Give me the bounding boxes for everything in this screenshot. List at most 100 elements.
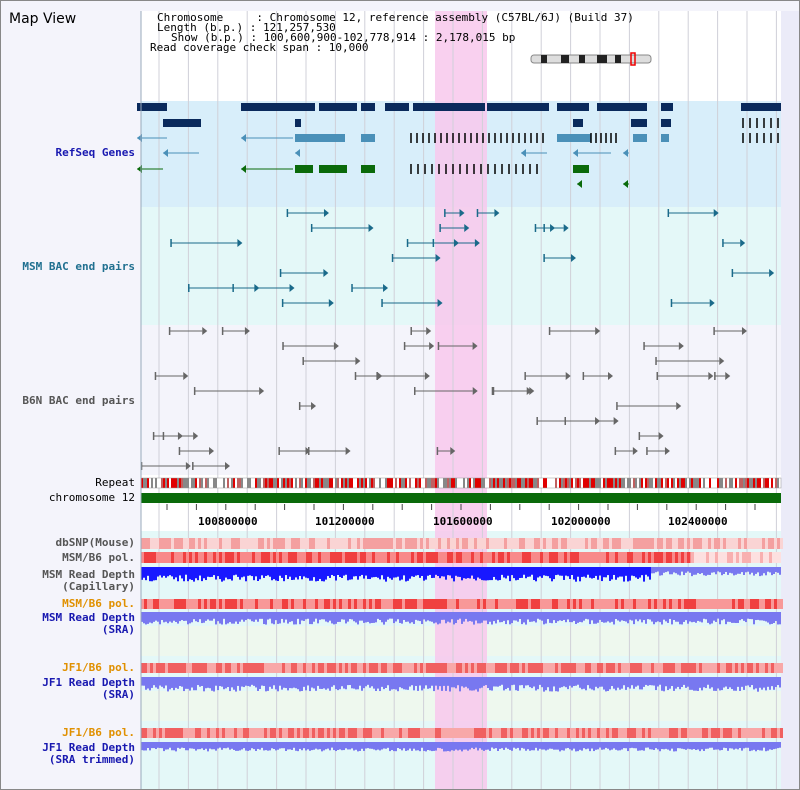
heat-cell [597,599,600,609]
depth-bar [311,742,313,751]
gene-exon [741,103,781,111]
depth-bar [509,742,511,750]
track-label-msm-depth-cap[interactable]: MSM Read Depth [42,568,135,581]
depth-bar [325,677,327,690]
repeat-mark [477,478,479,488]
heat-cell [723,663,726,673]
heat-cell [309,728,312,738]
track-label-jf1-pol-2[interactable]: JF1/B6 pol. [62,726,135,739]
repeat-mark [157,478,159,488]
heat-cell [273,728,276,738]
depth-bar [611,612,613,622]
heat-cell [264,538,267,549]
track-label-chromosome[interactable]: chromosome 12 [48,491,135,504]
depth-bar [255,612,257,620]
track-label-msm-depth-sra[interactable]: MSM Read Depth [42,611,135,624]
heat-cell [240,552,243,563]
heat-cell [639,552,642,563]
depth-bar [407,677,409,690]
track-label-msm-bac[interactable]: MSM BAC end pairs [22,260,135,273]
heat-cell [741,728,744,738]
heat-cell [327,599,330,609]
repeat-mark [399,478,401,488]
heat-cell [654,552,657,563]
depth-bar [257,677,259,691]
depth-bar [593,612,595,624]
gene-exon [361,165,375,173]
heat-cell [399,552,402,563]
heat-cell [300,552,303,563]
heat-cell [759,728,762,738]
repeat-mark [199,478,201,488]
heat-cell [354,599,357,609]
track-label-b6n-bac[interactable]: B6N BAC end pairs [22,394,135,407]
repeat-mark [665,478,667,488]
depth-bar [219,567,221,580]
depth-bar [369,677,371,688]
depth-bar [487,567,489,581]
depth-bar [167,567,169,577]
track-label-jf1-pol-1[interactable]: JF1/B6 pol. [62,661,135,674]
depth-bar [273,677,275,686]
depth-bar [267,742,269,751]
depth-bar [423,677,425,689]
depth-bar [591,567,593,579]
heat-cell [186,599,189,609]
heat-cell [462,552,465,563]
depth-bar [347,612,349,622]
depth-bar [141,677,143,686]
heat-cell [219,728,222,738]
heat-cell [429,552,432,563]
depth-bar [623,567,625,582]
depth-bar [249,742,251,751]
heat-cell [585,663,588,673]
heat-cell [366,599,369,609]
depth-bar [521,742,523,748]
depth-bar [689,612,691,622]
repeat-mark [165,478,167,488]
heat-cell [471,599,474,609]
track-label-jf1-depth-trim[interactable]: JF1 Read Depth [42,741,135,754]
repeat-mark [641,478,643,488]
depth-bar [175,567,177,578]
heat-cell [585,552,588,563]
depth-bar [235,742,237,751]
heat-cell [384,552,387,563]
heat-cell [234,552,237,563]
depth-bar [639,567,641,578]
heat-cell [168,538,171,549]
heat-cell [216,599,219,609]
heat-cell [231,552,234,563]
depth-bar [281,677,283,690]
repeat-mark [687,478,689,488]
heat-cell [672,663,675,673]
depth-bar [489,677,491,691]
depth-bar [367,567,369,579]
heat-cell [153,599,156,609]
track-label-jf1-depth-sra[interactable]: JF1 Read Depth [42,676,135,689]
depth-bar [197,677,199,686]
depth-bar [213,742,215,750]
bac-end-arrow [224,462,230,470]
heat-cell [198,599,201,609]
heat-cell [471,663,474,673]
depth-bar [527,567,529,577]
repeat-mark [681,478,683,488]
track-label-repeat[interactable]: Repeat [95,476,135,489]
track-label-dbsnp[interactable]: dbSNP(Mouse) [55,536,135,549]
heat-cell [606,728,609,738]
depth-bar [491,742,493,748]
depth-bar [297,612,299,619]
heat-cell [363,552,366,563]
heat-cell [624,599,627,609]
heat-cell [141,538,144,549]
heat-cell [435,599,438,609]
depth-bar [765,612,767,622]
depth-bar [651,567,653,574]
track-label-msm-pol-2[interactable]: MSM/B6 pol. [62,597,135,610]
depth-bar [455,567,457,576]
repeat-mark [509,478,511,488]
depth-bar [143,742,145,751]
track-label-refseq[interactable]: RefSeq Genes [55,146,135,159]
track-label-msm-pol-1[interactable]: MSM/B6 pol. [62,551,135,564]
